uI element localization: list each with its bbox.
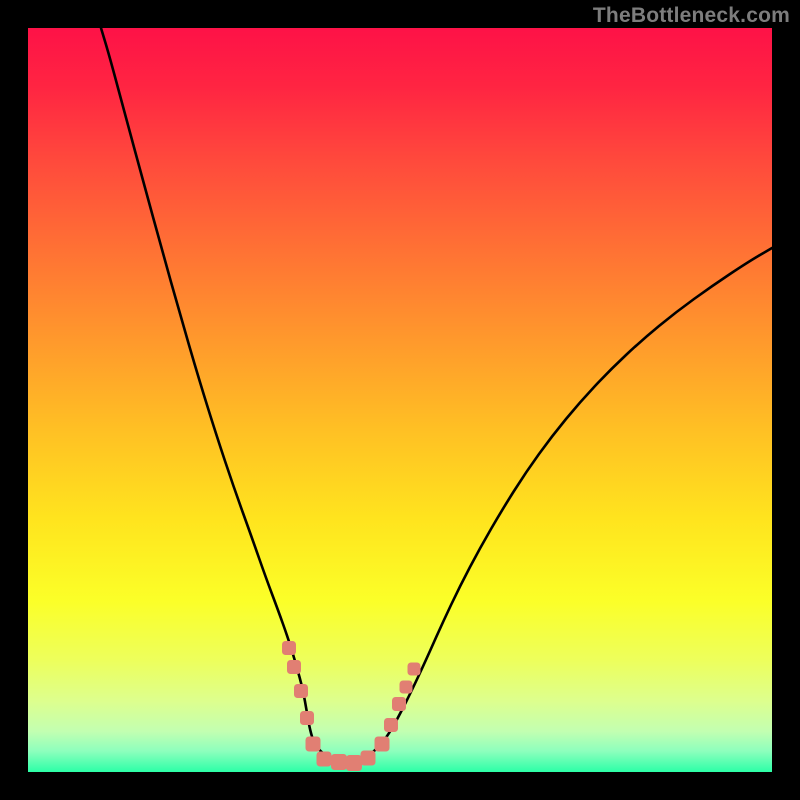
curve-marker [317, 752, 331, 766]
curve-marker [361, 751, 375, 765]
curve-marker [306, 737, 320, 751]
chart-svg [28, 28, 772, 772]
curve-marker [301, 712, 314, 725]
curve-marker [283, 642, 296, 655]
curve-marker [375, 737, 389, 751]
watermark-text: TheBottleneck.com [593, 4, 790, 28]
curve-marker [393, 698, 406, 711]
curve-marker [400, 681, 412, 693]
curve-marker [408, 663, 420, 675]
chart-frame: TheBottleneck.com [0, 0, 800, 800]
curve-marker [295, 685, 308, 698]
curve-marker [332, 755, 347, 770]
curve-marker [347, 756, 362, 771]
gradient-background [28, 28, 772, 772]
curve-marker [385, 719, 398, 732]
curve-marker [288, 661, 301, 674]
plot-area [28, 28, 772, 772]
